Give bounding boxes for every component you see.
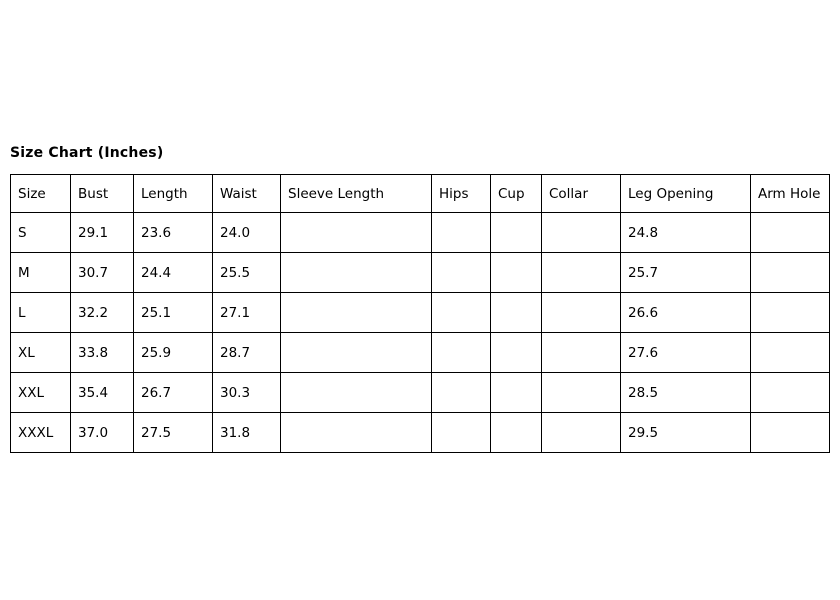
table-cell xyxy=(280,252,432,293)
table-cell: 29.1 xyxy=(70,212,134,253)
column-header-size: Size xyxy=(10,174,71,213)
table-row: L 32.2 25.1 27.1 26.6 xyxy=(10,292,830,333)
table-body: S 29.1 23.6 24.0 24.8 M 30.7 24.4 25.5 25.7 L 32.2 2… xyxy=(10,212,830,453)
table-row: XXL 35.4 26.7 30.3 28.5 xyxy=(10,372,830,413)
table-cell: 27.5 xyxy=(133,412,213,453)
table-cell xyxy=(750,332,830,373)
table-cell: 23.6 xyxy=(133,212,213,253)
table-cell xyxy=(280,372,432,413)
table-cell: 25.7 xyxy=(620,252,751,293)
table-cell: 27.6 xyxy=(620,332,751,373)
table-cell xyxy=(541,412,621,453)
table-row: M 30.7 24.4 25.5 25.7 xyxy=(10,252,830,293)
table-cell xyxy=(541,332,621,373)
table-cell xyxy=(431,252,491,293)
table-cell xyxy=(280,292,432,333)
column-header-bust: Bust xyxy=(70,174,134,213)
table-cell xyxy=(490,412,542,453)
table-cell xyxy=(750,372,830,413)
column-header-arm-hole: Arm Hole xyxy=(750,174,830,213)
table-cell: 32.2 xyxy=(70,292,134,333)
table-cell: 24.4 xyxy=(133,252,213,293)
table-cell: 30.3 xyxy=(212,372,281,413)
row-label-cell: XXXL xyxy=(10,412,71,453)
table-cell xyxy=(280,412,432,453)
row-label-cell: L xyxy=(10,292,71,333)
row-label-cell: S xyxy=(10,212,71,253)
row-label-cell: M xyxy=(10,252,71,293)
table-cell: 29.5 xyxy=(620,412,751,453)
table-cell xyxy=(431,292,491,333)
table-cell xyxy=(490,252,542,293)
table-cell: 28.5 xyxy=(620,372,751,413)
table-cell xyxy=(490,292,542,333)
table-cell: 28.7 xyxy=(212,332,281,373)
table-row: XL 33.8 25.9 28.7 27.6 xyxy=(10,332,830,373)
table-cell: 31.8 xyxy=(212,412,281,453)
page-title: Size Chart (Inches) xyxy=(10,145,164,161)
table-cell xyxy=(541,252,621,293)
table-cell xyxy=(541,292,621,333)
table-cell: 26.6 xyxy=(620,292,751,333)
table-cell xyxy=(490,372,542,413)
table-cell: 25.1 xyxy=(133,292,213,333)
table-cell: 25.9 xyxy=(133,332,213,373)
column-header-length: Length xyxy=(133,174,213,213)
column-header-waist: Waist xyxy=(212,174,281,213)
table-cell: 25.5 xyxy=(212,252,281,293)
table-cell xyxy=(431,212,491,253)
table-cell: 27.1 xyxy=(212,292,281,333)
table-cell xyxy=(490,332,542,373)
table-cell xyxy=(541,212,621,253)
table-row: S 29.1 23.6 24.0 24.8 xyxy=(10,212,830,253)
table-cell xyxy=(431,372,491,413)
table-cell: 24.8 xyxy=(620,212,751,253)
table-cell xyxy=(431,332,491,373)
table-cell: 26.7 xyxy=(133,372,213,413)
table-cell xyxy=(490,212,542,253)
table-cell xyxy=(280,212,432,253)
column-header-sleeve-length: Sleeve Length xyxy=(280,174,432,213)
table-cell: 24.0 xyxy=(212,212,281,253)
table-cell: 33.8 xyxy=(70,332,134,373)
table-cell xyxy=(750,412,830,453)
table-cell xyxy=(750,252,830,293)
column-header-collar: Collar xyxy=(541,174,621,213)
header-row: Size Bust Length Waist Sleeve Length Hips Cup C… xyxy=(10,174,830,213)
row-label-cell: XL xyxy=(10,332,71,373)
column-header-hips: Hips xyxy=(431,174,491,213)
size-chart-table: Size Bust Length Waist Sleeve Length Hips Cup C… xyxy=(10,174,830,453)
table-cell xyxy=(750,212,830,253)
table-cell: 30.7 xyxy=(70,252,134,293)
column-header-cup: Cup xyxy=(490,174,542,213)
table-cell: 35.4 xyxy=(70,372,134,413)
table-cell xyxy=(750,292,830,333)
table-row: XXXL 37.0 27.5 31.8 29.5 xyxy=(10,412,830,453)
table-cell xyxy=(431,412,491,453)
row-label-cell: XXL xyxy=(10,372,71,413)
table-cell xyxy=(541,372,621,413)
table-cell xyxy=(280,332,432,373)
column-header-leg-opening: Leg Opening xyxy=(620,174,751,213)
table-cell: 37.0 xyxy=(70,412,134,453)
